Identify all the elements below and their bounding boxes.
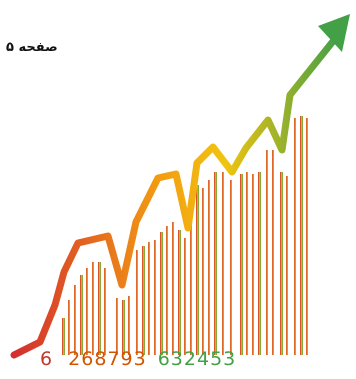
barcode-bar bbox=[184, 238, 186, 355]
barcode-bar bbox=[178, 230, 181, 355]
barcode-bar bbox=[148, 242, 150, 355]
barcode-bar bbox=[98, 262, 101, 355]
page-label: صفحه ۵ bbox=[6, 40, 58, 55]
barcode-bar bbox=[136, 250, 138, 355]
barcode-bar bbox=[252, 174, 254, 355]
barcode-bar bbox=[172, 222, 174, 355]
barcode-bar bbox=[230, 180, 232, 355]
barcode-bar bbox=[222, 172, 224, 355]
barcode-bar bbox=[104, 268, 106, 355]
trend-line bbox=[10, 31, 342, 359]
barcode-bars bbox=[62, 116, 308, 355]
barcode-bar bbox=[280, 172, 283, 355]
barcode-bar bbox=[80, 275, 83, 355]
barcode-bar bbox=[142, 246, 145, 355]
barcode-bar bbox=[196, 185, 199, 355]
barcode-bar bbox=[68, 300, 70, 355]
top-strip bbox=[0, 0, 356, 14]
barcode-bar bbox=[92, 262, 94, 355]
barcode-bar bbox=[240, 174, 243, 355]
barcode-bar bbox=[266, 150, 268, 355]
barcode-bar bbox=[116, 298, 118, 355]
barcode-bar bbox=[62, 318, 65, 355]
barcode-bar bbox=[160, 232, 163, 355]
barcode-number-main: 268793 bbox=[68, 348, 147, 370]
barcode-bar bbox=[294, 118, 296, 355]
barcode-bar bbox=[214, 172, 217, 355]
barcode-bar bbox=[86, 268, 88, 355]
barcode-bar bbox=[306, 118, 308, 355]
barcode-bar bbox=[202, 188, 204, 355]
barcode-bar bbox=[154, 240, 156, 355]
barcode-bar bbox=[166, 226, 168, 355]
arrow-head-icon bbox=[318, 14, 350, 52]
barcode-bar bbox=[208, 180, 210, 355]
barcode-bar bbox=[300, 116, 303, 355]
barcode-bar bbox=[258, 172, 261, 355]
barcode-bar bbox=[190, 190, 192, 355]
barcode-number: 6 268793 632453 bbox=[40, 348, 236, 370]
barcode-bar bbox=[286, 176, 288, 355]
barcode-bar bbox=[74, 285, 76, 355]
barcode-bar bbox=[122, 300, 125, 355]
barcode-number-lead: 6 bbox=[40, 348, 54, 370]
barcode-bar bbox=[128, 296, 130, 355]
barcode-bar bbox=[246, 172, 248, 355]
barcode-number-tail: 632453 bbox=[157, 348, 237, 370]
barcode-bar bbox=[272, 150, 274, 355]
